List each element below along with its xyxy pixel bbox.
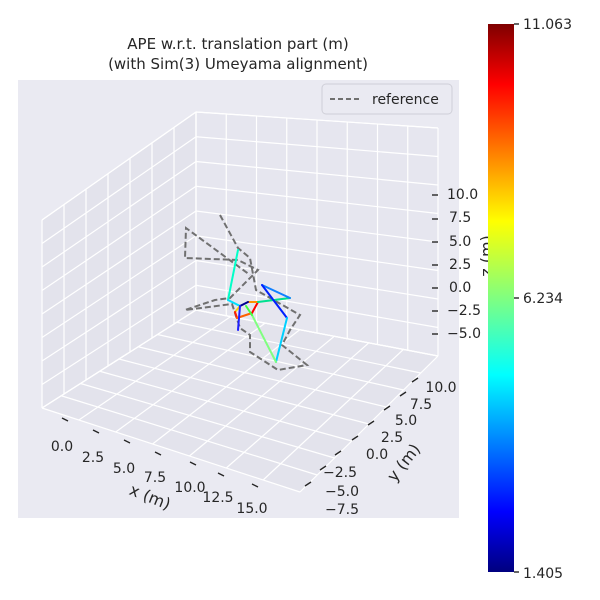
y-tick-mark [351, 435, 359, 441]
grid-line [99, 370, 352, 442]
z-tick-label: 7.5 [449, 210, 471, 226]
colorbar-min-label: 1.405 [523, 566, 563, 582]
estimate-segment [237, 305, 241, 331]
estimate-segment [227, 299, 241, 307]
x-tick-label: 0.0 [51, 439, 73, 455]
y-tick-mark [411, 377, 419, 383]
grid-line [138, 346, 387, 408]
z-tick-label: 0.0 [449, 280, 471, 296]
grid-line [41, 161, 197, 268]
estimate-segment [275, 317, 288, 363]
grid-line [41, 284, 197, 386]
estimate-segment [251, 301, 259, 314]
grid-line [41, 407, 301, 493]
reference-trajectory [183, 214, 310, 372]
y-tick-mark [367, 420, 375, 426]
y-tick-label: −2.5 [323, 465, 357, 481]
colorbar-max-label: 11.063 [523, 17, 572, 33]
y-tick-mark [304, 481, 312, 487]
colorbar [488, 24, 514, 572]
grid-line [41, 185, 197, 291]
x-tick-label: 12.5 [202, 490, 233, 506]
x-tick-label: 7.5 [144, 470, 166, 486]
z-tick-label: −2.5 [447, 303, 481, 319]
chart-title-line1: APE w.r.t. translation part (m) [127, 35, 348, 53]
estimate-segment [239, 301, 249, 307]
y-tick-mark [383, 405, 391, 411]
legend: reference [321, 83, 453, 115]
y-tick-label: −5.0 [325, 484, 359, 500]
chart-title-line2: (with Sim(3) Umeyama alignment) [108, 55, 368, 73]
grid-line [176, 321, 421, 374]
estimate-segment [261, 284, 291, 299]
y-tick-mark [334, 450, 342, 456]
y-tick-label: 5.0 [395, 413, 417, 429]
y-tick-label: 2.5 [381, 430, 403, 446]
x-tick-label: 10.0 [174, 480, 205, 496]
legend-reference-label: reference [372, 92, 439, 108]
estimate-segment [251, 314, 277, 363]
y-tick-mark [399, 391, 407, 397]
plot-data [183, 214, 310, 372]
x-tick-mark [123, 439, 131, 444]
grid-line [80, 382, 335, 459]
grid-line [41, 136, 197, 244]
estimate-segment [227, 249, 239, 301]
x-tick-mark [154, 451, 162, 456]
colorbar-mid-label: 6.234 [523, 291, 563, 307]
estimate-segment [245, 305, 253, 316]
x-tick-mark [61, 417, 69, 422]
z-tick-label: 2.5 [449, 257, 471, 273]
x-tick-label: 2.5 [82, 450, 104, 466]
x-tick-label: 5.0 [113, 461, 135, 477]
z-tick-label: −5.0 [447, 326, 481, 342]
y-tick-label: −7.5 [325, 502, 359, 518]
colorbar-ticks [514, 23, 519, 573]
grid-line [157, 333, 404, 391]
x-tick-mark [92, 429, 100, 434]
tick-marks [61, 194, 438, 488]
grid-line [41, 235, 197, 339]
z-tick-label: 10.0 [447, 187, 478, 203]
x-tick-label: 15.0 [236, 501, 267, 517]
legend-box [321, 83, 453, 115]
x-tick-mark [217, 472, 225, 477]
estimate-segment [234, 311, 238, 319]
y-tick-label: 10.0 [425, 380, 456, 396]
y-tick-mark [319, 465, 327, 471]
grid-line [61, 395, 318, 476]
grid-line [41, 210, 197, 315]
z-tick-label: 5.0 [449, 234, 471, 250]
estimate-segment [261, 284, 288, 319]
x-tick-mark [251, 483, 259, 488]
grid-line [41, 259, 197, 362]
y-tick-label: 7.5 [410, 397, 432, 413]
pane-edges [41, 111, 439, 409]
x-tick-mark [189, 461, 197, 466]
y-tick-label: 0.0 [366, 447, 388, 463]
grid-line [118, 358, 370, 425]
